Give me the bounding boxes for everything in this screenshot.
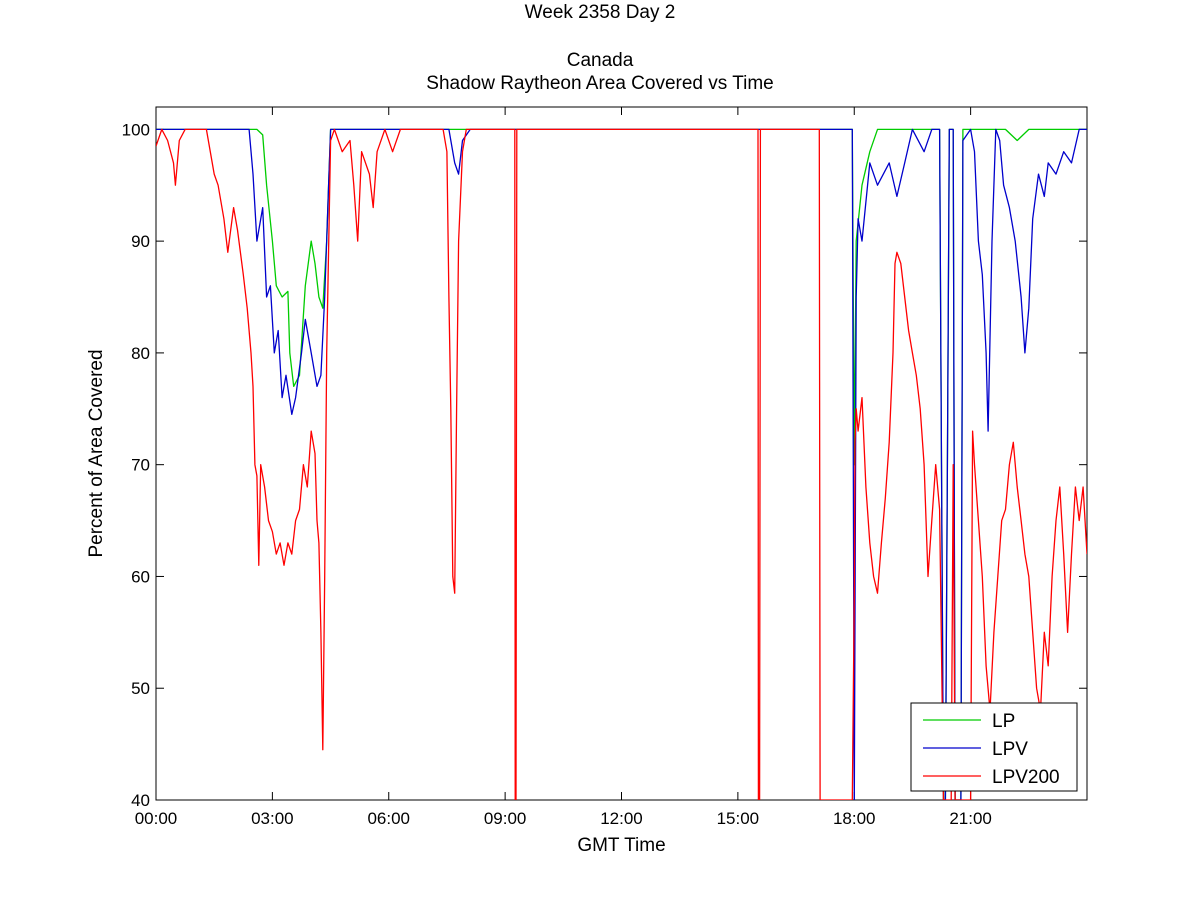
x-axis-tick-labels: 00:00 03:00 06:00 09:00 12:00 15:00 18:00 21:00 [135, 809, 992, 828]
y-tick-label: 70 [131, 456, 150, 475]
series-layer [156, 128, 1087, 800]
legend: LP LPV LPV200 [910, 702, 1078, 792]
y-tick-label: 50 [131, 679, 150, 698]
x-tick-label: 00:00 [135, 809, 178, 828]
chart-title-line-2: Canada [566, 50, 634, 71]
series-line-lpv [156, 128, 1087, 800]
x-tick-label: 12:00 [600, 809, 643, 828]
x-tick-label: 21:00 [949, 809, 992, 828]
chart-title-line-3: Shadow Raytheon Area Covered vs Time [426, 73, 774, 94]
y-axis-tick-labels: 40 50 60 70 80 90 100 [122, 120, 150, 810]
plot-area [155, 106, 1088, 801]
legend-label-lpv: LPV [992, 739, 1028, 760]
x-tick-label: 06:00 [367, 809, 410, 828]
series-line-lpv200 [156, 128, 1087, 800]
x-tick-label: 09:00 [484, 809, 527, 828]
y-axis-label: Percent of Area Covered [86, 349, 107, 557]
x-axis-label: GMT Time [577, 835, 665, 856]
legend-label-lp: LP [992, 711, 1015, 732]
chart-title-line-1: Week 2358 Day 2 [524, 2, 676, 23]
x-tick-label: 15:00 [717, 809, 760, 828]
x-tick-label: 03:00 [251, 809, 294, 828]
y-tick-label: 60 [131, 567, 150, 586]
x-tick-label: 18:00 [833, 809, 876, 828]
legend-label-lpv200: LPV200 [992, 767, 1060, 788]
y-tick-label: 40 [131, 791, 150, 810]
y-tick-label: 90 [131, 232, 150, 251]
y-tick-label: 100 [122, 120, 150, 139]
y-tick-label: 80 [131, 344, 150, 363]
